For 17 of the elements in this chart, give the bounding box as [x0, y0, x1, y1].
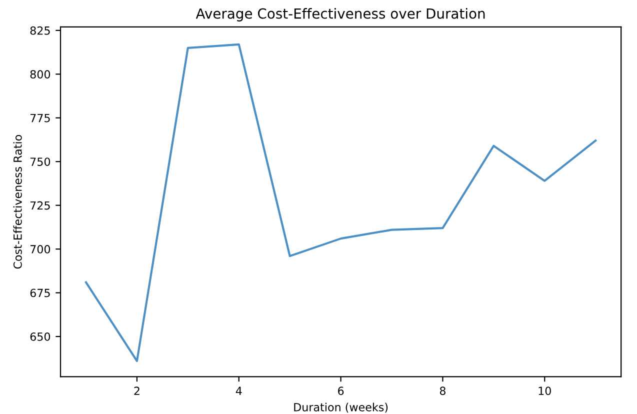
y-tick-label: 650	[30, 332, 50, 341]
y-tick-label: 675	[30, 288, 50, 298]
chart-title: Average Cost-Effectiveness over Duration	[196, 8, 485, 22]
x-axis-title: Duration (weeks)	[294, 402, 388, 413]
y-axis-title: Cost-Effectiveness Ratio	[13, 135, 22, 269]
line-series	[84, 43, 597, 362]
x-tick-label: 4	[236, 386, 242, 395]
x-tick-label: 10	[538, 386, 551, 396]
y-tick-label: 825	[30, 26, 50, 35]
x-tick-label: 8	[440, 386, 446, 396]
y-tick-label: 750	[30, 158, 50, 166]
y-tick-label: 800	[30, 70, 50, 79]
x-tick-label: 6	[338, 386, 344, 396]
y-tick-label: 725	[30, 201, 50, 210]
x-tick-label: 2	[134, 386, 140, 395]
y-tick-label: 775	[30, 114, 50, 122]
y-tick-label: 700	[30, 245, 50, 254]
